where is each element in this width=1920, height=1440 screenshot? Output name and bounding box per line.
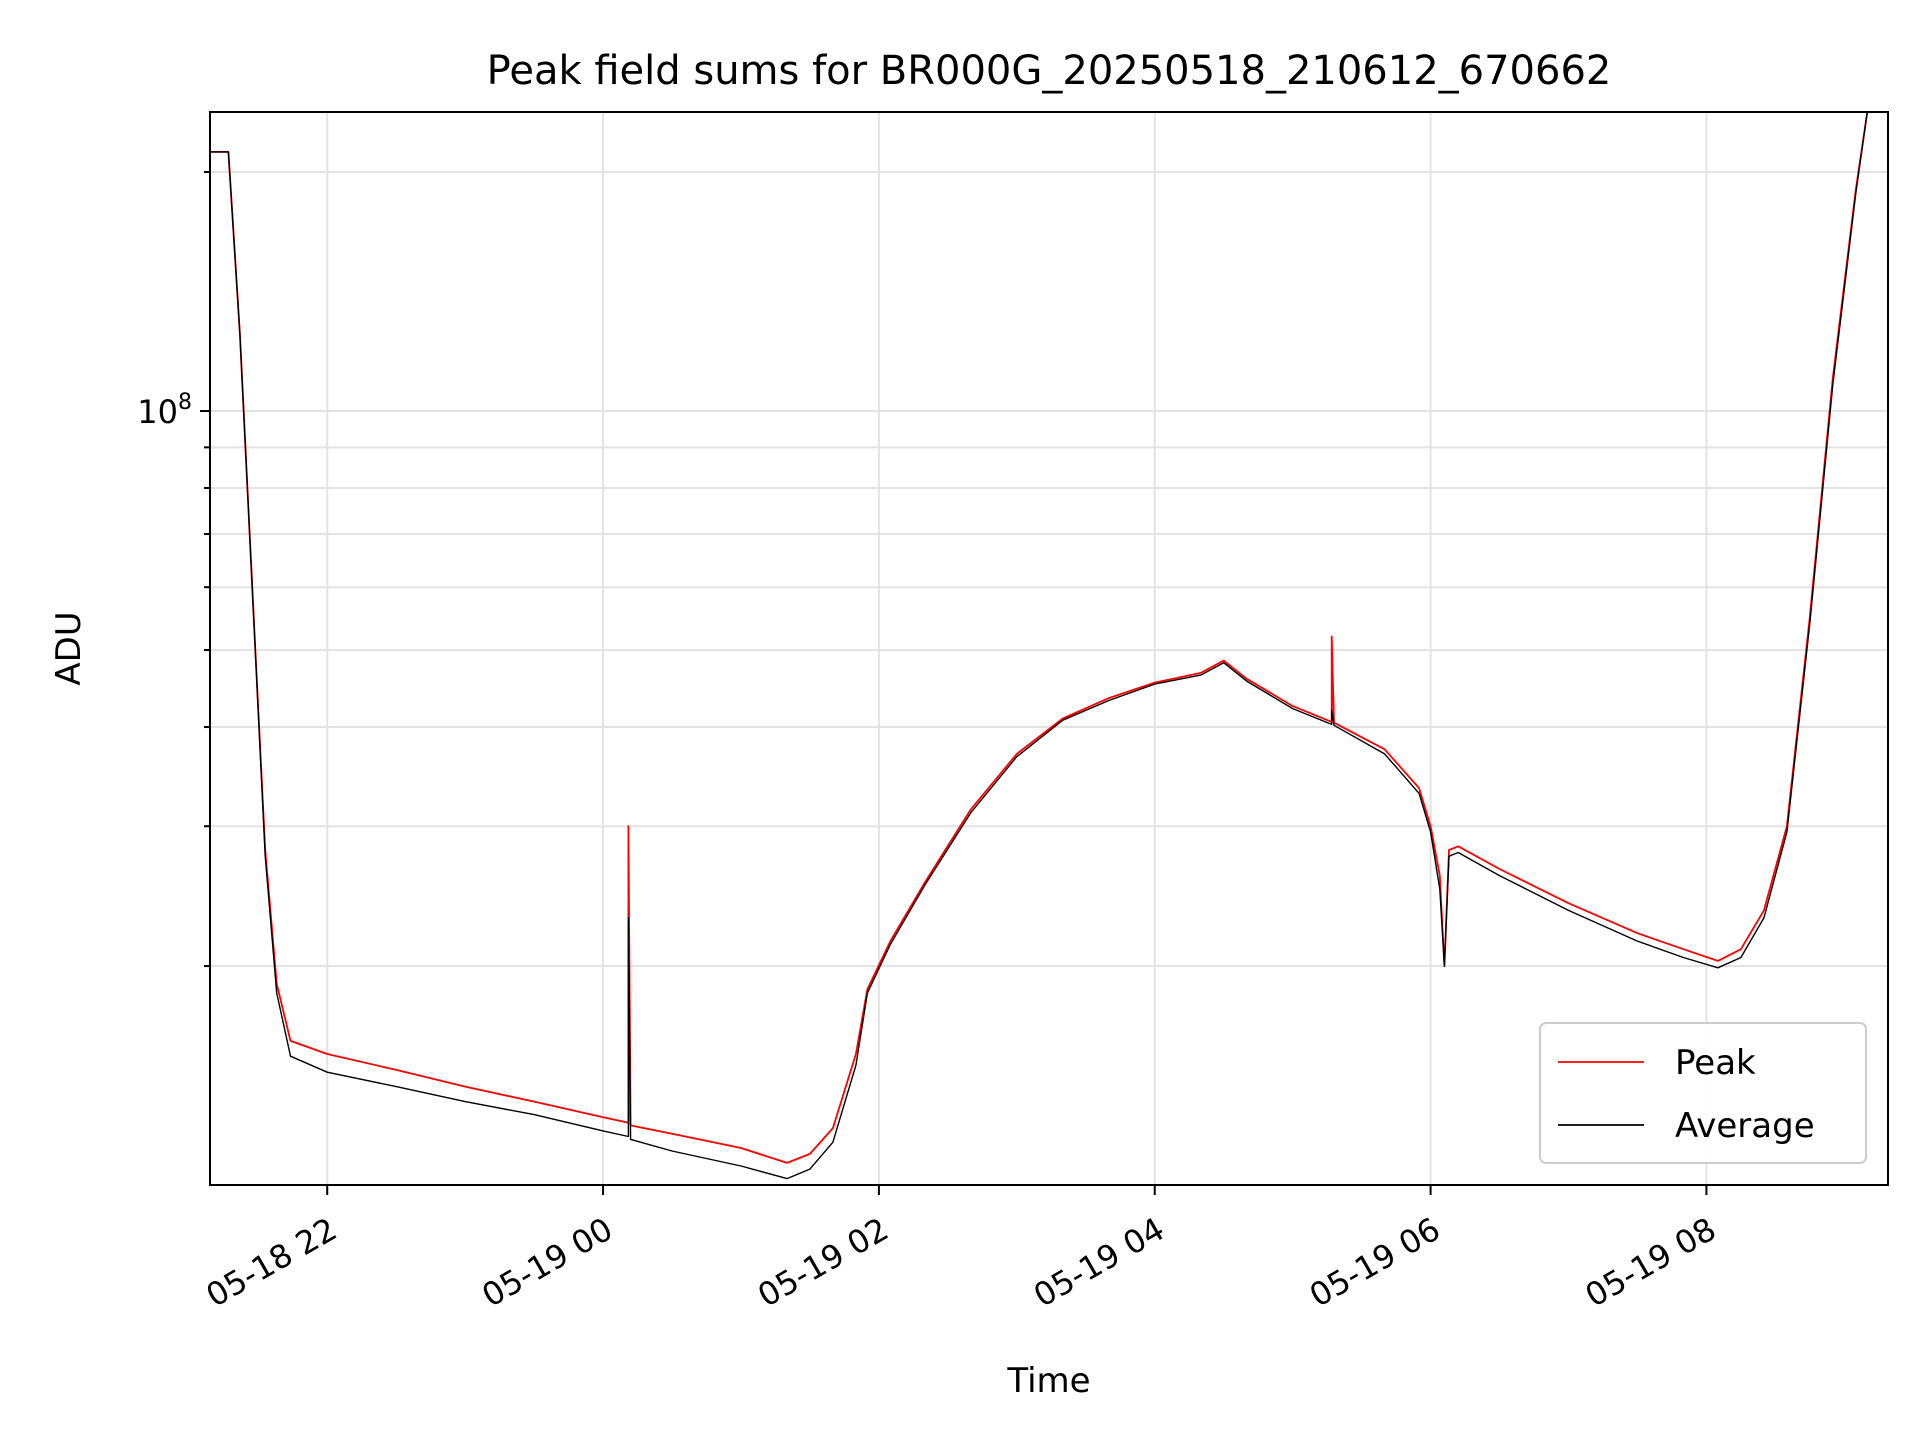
y-tick-exponent: 8 (178, 390, 192, 415)
x-tick-label: 05-19 02 (751, 1210, 895, 1315)
x-axis-label: Time (1006, 1361, 1090, 1401)
y-axis-label: ADU (49, 611, 89, 685)
legend-label-average: Average (1675, 1106, 1815, 1146)
x-tick-label: 05-18 22 (200, 1210, 344, 1315)
series-line-average (210, 111, 1888, 1180)
x-tick-label: 05-19 06 (1303, 1210, 1447, 1315)
x-tick-label: 05-19 08 (1579, 1210, 1723, 1315)
series-layer (210, 111, 1888, 1180)
x-tick-label: 05-19 04 (1027, 1210, 1171, 1315)
y-tick-base: 10 (137, 393, 178, 431)
y-tick-label: 108 (137, 390, 192, 431)
series-line-peak (210, 111, 1888, 1164)
plot-frame (209, 111, 1889, 1186)
legend-label-peak: Peak (1675, 1043, 1756, 1083)
legend: Peak Average (1539, 1022, 1867, 1164)
y-axis: 108 (137, 170, 210, 968)
x-axis: 05-18 22 05-19 00 05-19 02 05-19 04 05-19 06… (200, 1185, 1723, 1315)
x-tick-label: 05-19 00 (475, 1210, 619, 1315)
grid (210, 112, 1888, 1185)
chart-title: Peak field sums for BR000G_20250518_2106… (487, 48, 1612, 94)
legend-box (1539, 1022, 1867, 1164)
